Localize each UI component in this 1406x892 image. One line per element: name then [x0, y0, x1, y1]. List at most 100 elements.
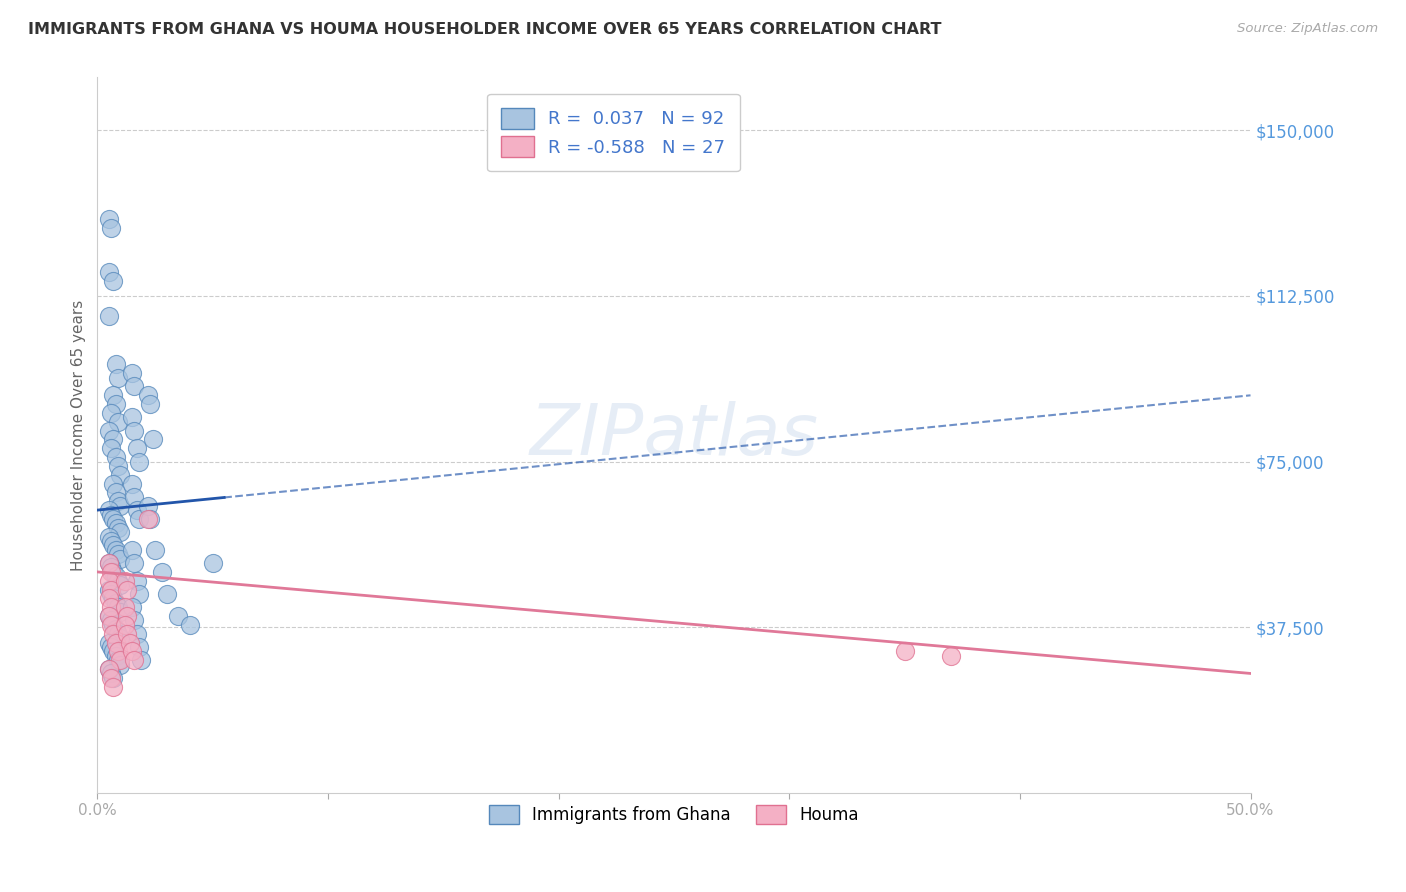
Point: [97, 265, 120, 279]
Point: [104, 596, 127, 610]
Point: [201, 556, 224, 570]
Point: [107, 494, 129, 508]
Point: [97, 424, 120, 438]
Point: [136, 388, 159, 402]
Point: [939, 648, 962, 663]
Point: [107, 370, 129, 384]
Point: [125, 626, 148, 640]
Point: [100, 600, 122, 615]
Point: [117, 626, 139, 640]
Point: [97, 574, 120, 588]
Point: [104, 397, 127, 411]
Point: [114, 574, 136, 588]
Point: [100, 587, 122, 601]
Point: [97, 582, 120, 597]
Point: [110, 578, 132, 592]
Point: [110, 653, 132, 667]
Point: [110, 631, 132, 645]
Point: [110, 657, 132, 672]
Point: [128, 454, 150, 468]
Point: [104, 635, 127, 649]
Point: [97, 591, 120, 606]
Point: [103, 538, 125, 552]
Point: [129, 653, 152, 667]
Point: [97, 662, 120, 676]
Point: [128, 512, 150, 526]
Point: [107, 574, 129, 588]
Point: [104, 648, 127, 663]
Point: [136, 499, 159, 513]
Point: [121, 476, 143, 491]
Point: [117, 609, 139, 624]
Point: [103, 644, 125, 658]
Point: [110, 605, 132, 619]
Point: [97, 635, 120, 649]
Point: [110, 467, 132, 482]
Point: [97, 556, 120, 570]
Point: [100, 220, 122, 235]
Point: [107, 521, 129, 535]
Point: [150, 565, 173, 579]
Point: [114, 600, 136, 615]
Point: [100, 508, 122, 522]
Point: [100, 534, 122, 549]
Point: [139, 512, 162, 526]
Text: Source: ZipAtlas.com: Source: ZipAtlas.com: [1237, 22, 1378, 36]
Point: [117, 582, 139, 597]
Point: [104, 569, 127, 583]
Point: [103, 565, 125, 579]
Point: [104, 485, 127, 500]
Point: [128, 640, 150, 654]
Point: [100, 618, 122, 632]
Point: [121, 644, 143, 658]
Point: [107, 600, 129, 615]
Point: [107, 653, 129, 667]
Point: [179, 618, 201, 632]
Point: [103, 626, 125, 640]
Point: [114, 618, 136, 632]
Point: [167, 609, 190, 624]
Point: [100, 614, 122, 628]
Point: [121, 366, 143, 380]
Point: [122, 653, 145, 667]
Point: [107, 458, 129, 473]
Point: [97, 530, 120, 544]
Point: [103, 591, 125, 606]
Point: [103, 476, 125, 491]
Point: [103, 388, 125, 402]
Point: [100, 560, 122, 574]
Point: [122, 614, 145, 628]
Point: [103, 433, 125, 447]
Point: [97, 609, 120, 624]
Point: [118, 635, 141, 649]
Point: [103, 273, 125, 287]
Point: [155, 587, 177, 601]
Point: [110, 525, 132, 540]
Point: [125, 442, 148, 456]
Point: [103, 671, 125, 685]
Point: [122, 556, 145, 570]
Point: [97, 662, 120, 676]
Point: [122, 490, 145, 504]
Point: [100, 582, 122, 597]
Point: [122, 424, 145, 438]
Point: [104, 542, 127, 557]
Point: [104, 516, 127, 531]
Point: [107, 415, 129, 429]
Legend: Immigrants from Ghana, Houma: Immigrants from Ghana, Houma: [479, 795, 869, 834]
Point: [100, 640, 122, 654]
Point: [100, 442, 122, 456]
Point: [97, 556, 120, 570]
Point: [121, 600, 143, 615]
Point: [125, 574, 148, 588]
Point: [121, 542, 143, 557]
Point: [142, 433, 165, 447]
Point: [122, 379, 145, 393]
Point: [100, 671, 122, 685]
Point: [139, 397, 162, 411]
Point: [97, 309, 120, 323]
Point: [107, 547, 129, 561]
Point: [107, 644, 129, 658]
Point: [103, 618, 125, 632]
Point: [103, 512, 125, 526]
